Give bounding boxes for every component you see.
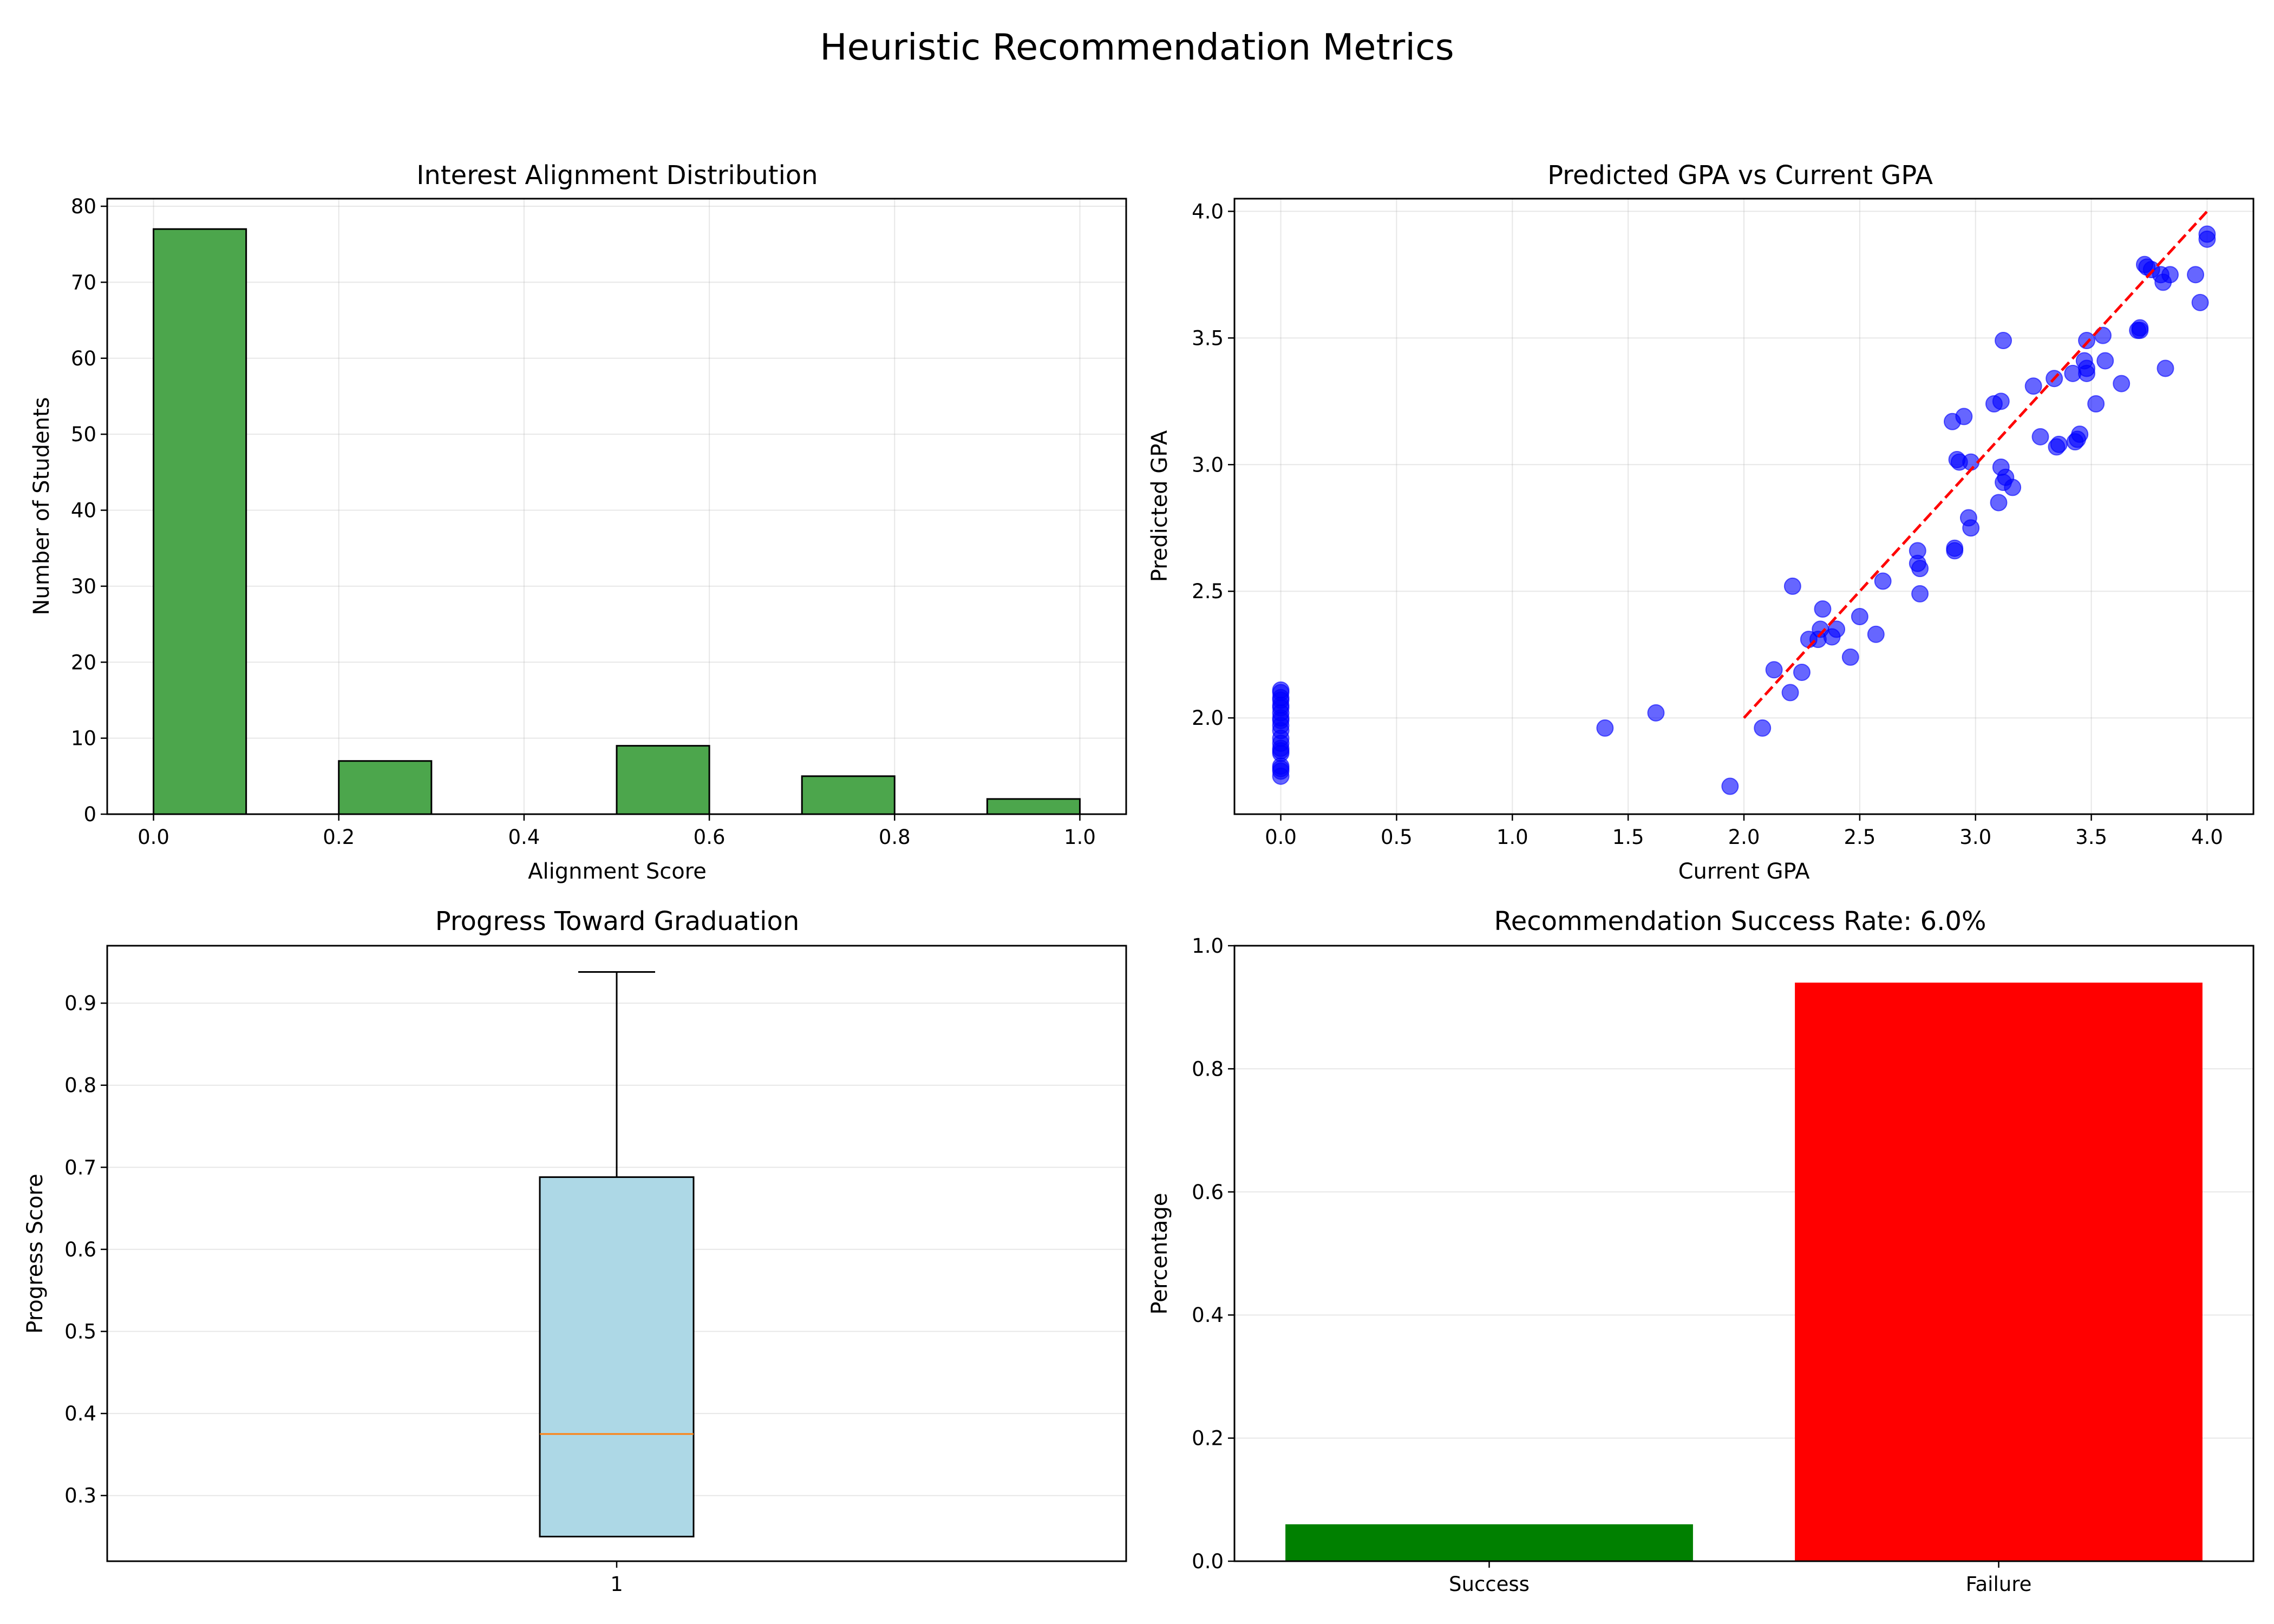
histogram-bar xyxy=(616,745,710,815)
histogram-bar xyxy=(338,760,433,815)
panel1-xlabel: Alignment Score xyxy=(528,859,707,884)
panel1-title: Interest Alignment Distribution xyxy=(416,160,818,191)
hist-ytick-label: 50 xyxy=(71,423,96,446)
hist-ytick-label: 60 xyxy=(71,347,96,370)
hist-xtick-label: 0.2 xyxy=(323,826,355,849)
hist-xtick-label: 0.4 xyxy=(508,826,540,849)
panel1-frame xyxy=(106,198,1127,815)
hist-xtick-label: 1.0 xyxy=(1064,826,1096,849)
hist-ytick-label: 80 xyxy=(71,195,96,218)
histogram-bar xyxy=(153,228,247,815)
figure-title: Heuristic Recommendation Metrics xyxy=(820,26,1454,68)
hist-ytick-label: 40 xyxy=(71,499,96,522)
panel1-ylabel: Number of Students xyxy=(29,397,54,615)
histogram-bar xyxy=(986,798,1081,815)
hist-ytick-label: 70 xyxy=(71,271,96,294)
hist-xtick-label: 0.0 xyxy=(138,826,169,849)
hist-ytick-label: 20 xyxy=(71,651,96,674)
hist-ytick-label: 30 xyxy=(71,575,96,598)
histogram-bar xyxy=(801,775,896,815)
hist-xtick-label: 0.8 xyxy=(879,826,911,849)
hist-ytick-label: 0 xyxy=(83,803,96,826)
hist-ytick-label: 10 xyxy=(71,727,96,750)
hist-xtick-label: 0.6 xyxy=(694,826,726,849)
